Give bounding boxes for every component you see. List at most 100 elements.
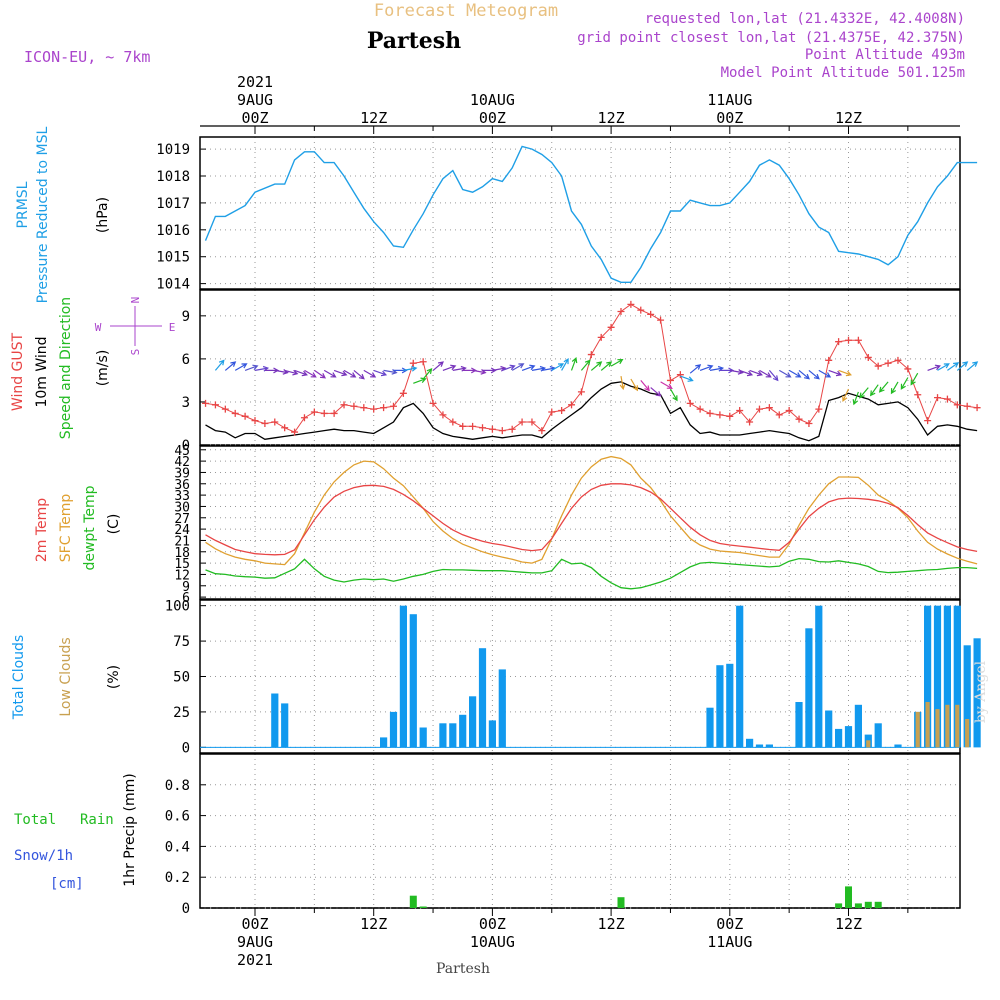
clouds-ytick-label: 100 — [165, 599, 190, 615]
compass-south: S — [129, 349, 142, 356]
clouds-ytick-label: 0 — [182, 740, 190, 756]
prmsl-label: PRMSL — [15, 181, 31, 228]
temp-ytick-label: 30 — [174, 500, 190, 515]
pressure-ytick-label: 1018 — [156, 169, 190, 185]
total-cloud-bar — [805, 628, 813, 748]
total-cloud-bar — [943, 605, 951, 748]
gust-marker — [894, 356, 902, 364]
gust-marker — [864, 353, 872, 361]
wind-direction-arrow — [947, 362, 960, 371]
wind-direction-arrow — [422, 368, 433, 380]
gust-marker — [261, 419, 269, 427]
wind-direction-arrow — [343, 369, 357, 378]
gust-marker — [657, 316, 665, 324]
wind-direction-arrow — [610, 358, 624, 367]
gust-marker — [765, 404, 773, 412]
total-clouds-label: Total Clouds — [11, 635, 27, 720]
wind-direction-arrow — [442, 364, 457, 371]
gust-marker — [528, 418, 536, 426]
total-cloud-bar — [449, 723, 457, 748]
wind-direction-arrow — [910, 372, 919, 386]
wind-direction-arrow — [403, 365, 418, 372]
gust-marker — [340, 401, 348, 409]
total-cloud-bar — [953, 605, 961, 748]
wind-direction-arrow — [234, 363, 248, 371]
gust-marker — [568, 401, 576, 409]
gust-marker — [241, 412, 249, 420]
wind-labels: Wind GUST 10m Wind Speed and Direction (… — [10, 297, 175, 440]
credit: by Angel — [973, 660, 989, 723]
wind-direction-arrow — [778, 369, 792, 378]
pressure-ytick-label: 1019 — [156, 142, 190, 158]
top-time-label: 2021 — [237, 73, 273, 91]
low-cloud-bar — [866, 740, 871, 748]
requested-location: requested lon,lat (21.4332E, 42.4008N) — [645, 11, 965, 27]
low-clouds-label: Low Clouds — [58, 637, 74, 716]
model-name: ICON-EU, ~ 7km — [24, 48, 150, 66]
total-cloud-bar — [795, 702, 803, 748]
rain-bar — [845, 886, 852, 908]
wind-direction-arrow — [294, 369, 308, 377]
temp-ytick-label: 21 — [174, 534, 190, 549]
low-cloud-bar — [925, 702, 930, 748]
pressure-ytick-label: 1017 — [156, 196, 190, 212]
total-cloud-bar — [498, 669, 506, 748]
temp-ytick-label: 12 — [174, 568, 190, 583]
tsfc-label: SFC Temp — [58, 494, 74, 563]
pressure-labels: PRMSL Pressure Reduced to MSL (hPa) — [15, 126, 111, 303]
low-cloud-bar — [965, 719, 970, 748]
compass-east: E — [169, 321, 176, 334]
top-time-label: 00Z — [716, 109, 743, 127]
gust-marker — [538, 427, 546, 435]
gust-marker — [518, 418, 526, 426]
top-time-label: 10AUG — [470, 91, 515, 109]
gust-marker — [548, 408, 556, 416]
total-cloud-bar — [736, 605, 744, 748]
temp-ytick-label: 18 — [174, 546, 190, 561]
wind-direction-arrow — [224, 361, 237, 371]
wind-direction-arrow — [600, 361, 613, 371]
wind-direction-arrow — [511, 363, 525, 371]
gust-marker — [479, 424, 487, 432]
total-cloud-bar — [746, 738, 754, 748]
wind-direction-arrow — [808, 369, 820, 380]
clouds-panel: 0 25 50 75 100 — [165, 599, 981, 756]
wind-direction-arrow — [749, 369, 763, 377]
gust-marker — [736, 407, 744, 415]
clouds-ytick-label: 50 — [173, 670, 190, 686]
total-cloud-bar — [874, 723, 882, 748]
pressure-frame — [199, 136, 961, 290]
total-cloud-bar — [825, 710, 833, 748]
low-cloud-bar — [935, 709, 940, 748]
gust-marker — [973, 404, 981, 412]
wind-direction-arrow — [842, 388, 850, 402]
dewpt-line — [205, 557, 978, 590]
wind-direction-arrow — [937, 363, 950, 371]
top-time-label: 12Z — [360, 109, 387, 127]
wind-direction-arrow — [570, 357, 578, 371]
wind-ytick-label: 3 — [182, 395, 190, 411]
gust-marker — [607, 323, 615, 331]
gust-marker — [508, 425, 516, 433]
compass-rose: N S W E — [95, 297, 176, 356]
total-cloud-bar — [469, 696, 477, 748]
wind-10m-label: 10m Wind — [34, 336, 50, 407]
gust-marker — [370, 405, 378, 413]
gust-marker — [231, 409, 239, 417]
wind-direction-arrow — [323, 369, 337, 378]
gust-marker — [696, 405, 704, 413]
prmsl-line — [204, 145, 978, 283]
bottom-time-label: 00Z — [716, 915, 743, 933]
wind-direction-arrow — [619, 375, 626, 391]
top-time-label: 12Z — [835, 109, 862, 127]
total-cloud-bar — [459, 714, 467, 748]
gust-marker — [934, 394, 942, 402]
wind-direction-arrow — [689, 364, 702, 374]
rain-bar — [854, 903, 862, 908]
rain-bar — [864, 901, 872, 908]
gust-marker — [785, 407, 793, 415]
total-cloud-bar — [439, 723, 447, 748]
bottom-time-label: 12Z — [360, 915, 387, 933]
